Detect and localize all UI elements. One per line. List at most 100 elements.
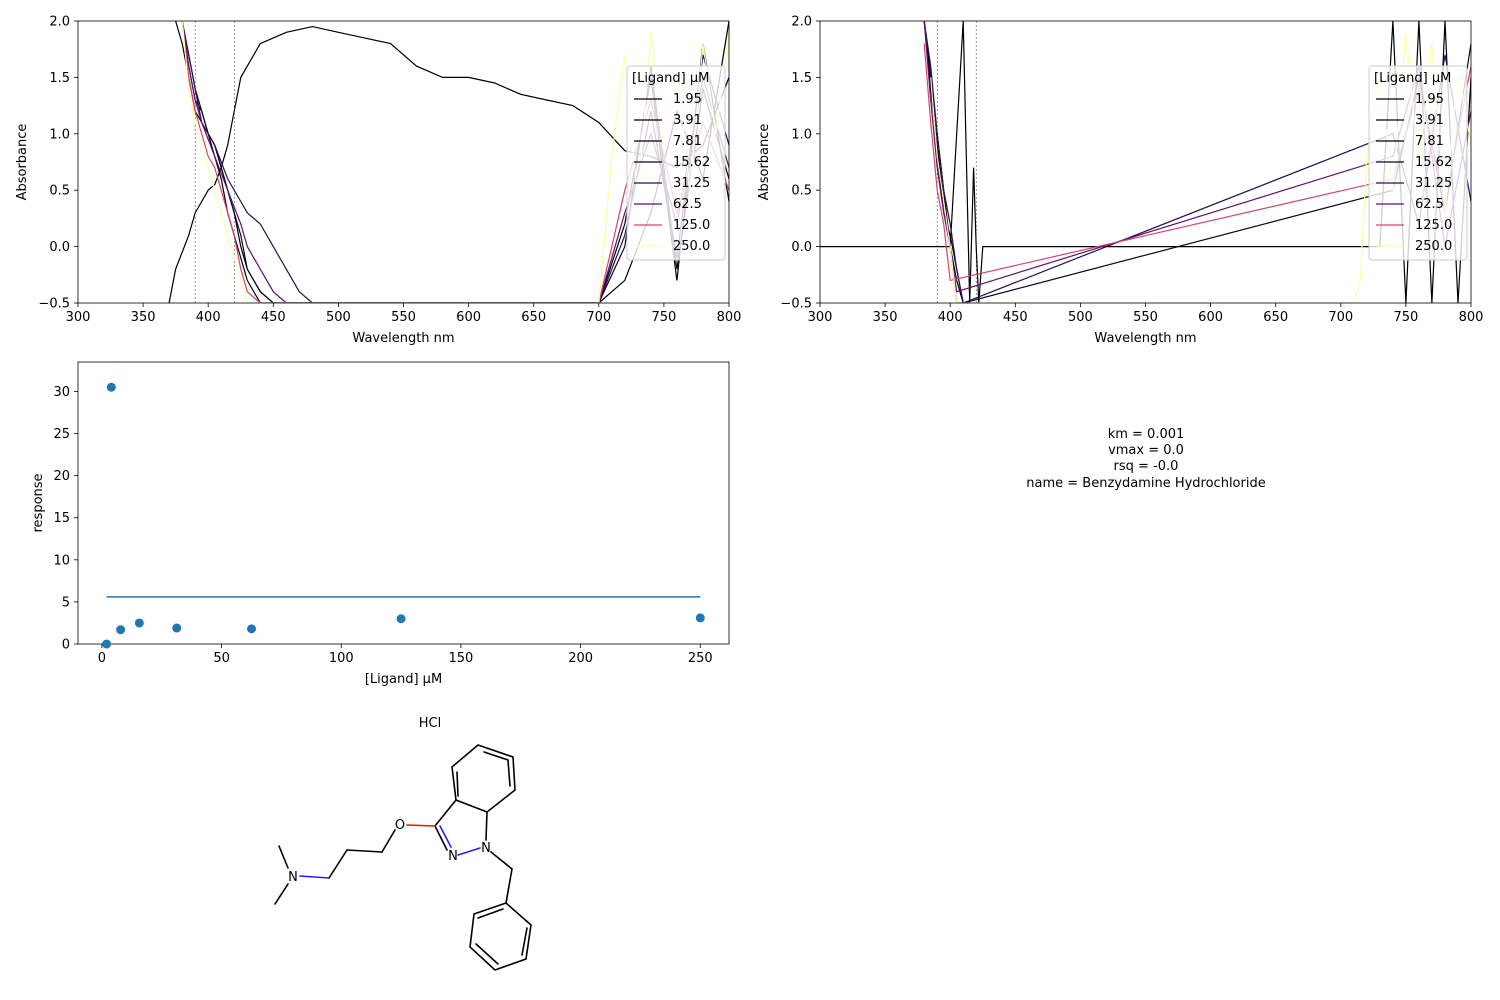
y-tick-label: 1.0 [49, 127, 70, 142]
x-axis-label: Wavelength nm [1094, 331, 1196, 346]
x-tick-label: 650 [521, 310, 546, 325]
atom-labels: HCl O N N N [288, 716, 491, 885]
y-tick-label: 0.5 [791, 184, 812, 199]
x-axis-label: [Ligand] µM [365, 672, 442, 687]
y-tick-label: 30 [53, 385, 70, 400]
data-point [695, 613, 705, 623]
x-tick-label: 300 [808, 310, 833, 325]
x-tick-label: 700 [1328, 310, 1353, 325]
legend-title: [Ligand] µM [1374, 71, 1451, 86]
y-tick-label: 15 [53, 511, 70, 526]
y-tick-label: 5 [62, 595, 70, 610]
x-tick-label: 100 [329, 651, 354, 666]
y-tick-label: 2.0 [49, 15, 70, 30]
legend-entry: 7.81 [1415, 134, 1444, 149]
x-tick-label: 0 [98, 651, 106, 666]
x-tick-label: 800 [1459, 310, 1484, 325]
x-tick-label: 150 [449, 651, 474, 666]
data-point [172, 623, 182, 633]
x-tick-label: 650 [1263, 310, 1288, 325]
data-point [102, 639, 112, 649]
legend-entry: 250.0 [673, 239, 710, 254]
y-axis-label: response [31, 473, 46, 532]
x-tick-label: 450 [261, 310, 286, 325]
y-tick-label: 1.5 [791, 71, 812, 86]
y-tick-label: 0 [62, 638, 70, 653]
data-point [396, 614, 406, 624]
legend-entry: 7.81 [673, 134, 702, 149]
x-tick-label: 200 [568, 651, 593, 666]
molecule-structure: HCl O N N N [274, 716, 532, 971]
y-tick-label: 0.0 [791, 240, 812, 255]
y-tick-label: 25 [53, 427, 70, 442]
fit-results-text: km = 0.001 vmax = 0.0 rsq = -0.0 name = … [1026, 427, 1265, 491]
legend: [Ligand] µM 1.95 3.91 7.81 15.62 31.25 62.5 125… [626, 65, 726, 261]
legend-entry: 1.95 [1415, 92, 1444, 107]
legend-entry: 15.62 [1415, 155, 1452, 170]
x-tick-label: 250 [688, 651, 713, 666]
data-point [134, 618, 144, 628]
x-tick-label: 400 [938, 310, 963, 325]
benzyl-group [469, 851, 532, 971]
x-tick-label: 450 [1003, 310, 1028, 325]
compound-name: name = Benzydamine Hydrochloride [1026, 476, 1265, 491]
y-tick-label: 2.0 [791, 15, 812, 30]
data-point [106, 382, 116, 392]
oxygen-label: O [395, 818, 405, 833]
x-tick-label: 400 [196, 310, 221, 325]
x-tick-label: 550 [1133, 310, 1158, 325]
x-axis-label: Wavelength nm [352, 331, 454, 346]
x-tick-label: 50 [213, 651, 230, 666]
nitrogen-label-amine: N [288, 870, 298, 885]
y-tick-label: 1.5 [49, 71, 70, 86]
x-tick-label: 500 [1068, 310, 1093, 325]
legend-box [626, 65, 726, 261]
legend: [Ligand] µM 1.95 3.91 7.81 15.62 31.25 62.5 125… [1368, 65, 1468, 261]
x-tick-label: 800 [717, 310, 742, 325]
km-value: km = 0.001 [1108, 427, 1185, 442]
x-tick-label: 600 [1198, 310, 1223, 325]
legend-entry: 125.0 [673, 218, 710, 233]
x-tick-label: 350 [131, 310, 156, 325]
legend-entry: 31.25 [1415, 176, 1452, 191]
legend-entry: 62.5 [673, 197, 702, 212]
y-tick-label: −0.5 [780, 297, 812, 312]
y-tick-label: −0.5 [38, 297, 70, 312]
y-tick-label: 1.0 [791, 127, 812, 142]
legend-entry: 3.91 [673, 113, 702, 128]
data-point [247, 624, 257, 634]
legend-title: [Ligand] µM [632, 71, 709, 86]
difference-spectra-panel: 300 350 400 450 500 550 600 650 700 750 800 −0.5 0.0… [757, 15, 1483, 347]
rsq-value: rsq = -0.0 [1114, 459, 1179, 474]
series-line-1.95 [168, 25, 729, 303]
y-tick-label: 0.5 [49, 184, 70, 199]
axes-frame [77, 361, 730, 645]
x-tick-label: 750 [651, 310, 676, 325]
x-tick-label: 600 [456, 310, 481, 325]
data-point [116, 625, 126, 635]
binding-curve-panel: 0 50 100 150 200 250 0 5 10 15 20 25 30 [Ligand] µM re… [31, 361, 730, 687]
y-axis-label: Absorbance [757, 124, 772, 201]
pyrazole-ring [434, 799, 488, 856]
x-tick-label: 750 [1393, 310, 1418, 325]
x-tick-label: 550 [391, 310, 416, 325]
y-tick-label: 0.0 [49, 240, 70, 255]
x-tick-label: 350 [873, 310, 898, 325]
propoxy-chain [274, 824, 436, 905]
x-tick-label: 300 [66, 310, 91, 325]
legend-entry: 62.5 [1415, 197, 1444, 212]
legend-entry: 31.25 [673, 176, 710, 191]
y-tick-label: 10 [53, 553, 70, 568]
nitrogen-label-ring-a: N [448, 849, 458, 864]
legend-entry: 125.0 [1415, 218, 1452, 233]
legend-entry: 1.95 [673, 92, 702, 107]
vmax-value: vmax = 0.0 [1108, 443, 1184, 458]
x-tick-label: 500 [326, 310, 351, 325]
legend-entry: 3.91 [1415, 113, 1444, 128]
legend-box [1368, 65, 1468, 261]
raw-spectra-panel: 300 350 400 450 500 550 600 650 700 750 800 −0.5 0.0… [15, 15, 741, 347]
y-tick-label: 20 [53, 469, 70, 484]
series-line-3.91 [923, 21, 970, 303]
benzo-ring [451, 744, 516, 813]
